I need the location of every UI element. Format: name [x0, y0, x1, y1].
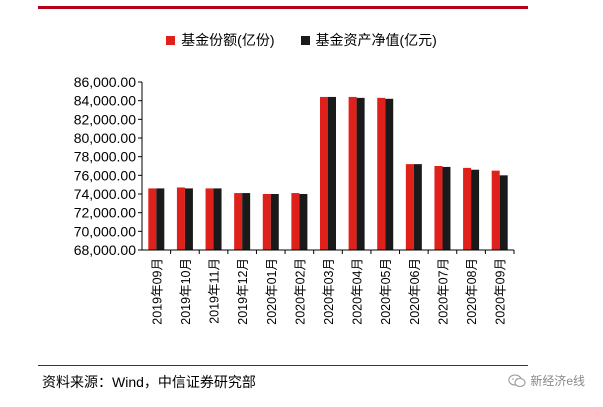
chart-legend: 基金份额(亿份) 基金资产净值(亿元): [0, 30, 603, 50]
bar-shares: [405, 164, 414, 250]
x-tick-label: 2020年04月: [351, 258, 365, 325]
x-tick-label: 2019年11月: [208, 258, 222, 324]
bar-nav: [156, 188, 165, 250]
bar-shares: [291, 193, 300, 250]
legend-swatch-shares: [166, 35, 176, 45]
x-tick-label: 2020年02月: [293, 258, 307, 325]
x-tick-label: 2019年12月: [236, 258, 250, 325]
y-tick-label: 76,000.00: [74, 167, 136, 183]
legend-entry-shares: 基金份额(亿份): [166, 30, 275, 50]
x-tick-label: 2020年08月: [465, 258, 479, 325]
y-tick-label: 78,000.00: [74, 149, 136, 165]
bottom-rule: [38, 365, 528, 366]
bar-nav: [413, 164, 422, 250]
y-axis: 68,000.00 70,000.00 72,000.00 74,000.00 76,0…: [74, 74, 143, 258]
y-tick-label: 80,000.00: [74, 130, 136, 146]
x-axis: 2019年09月 2019年10月 2019年11月 2019年12月 2020年01月…: [142, 249, 515, 325]
bar-shares: [176, 187, 185, 250]
bar-nav: [356, 97, 365, 250]
bar-shares: [262, 194, 271, 250]
bar-shares: [463, 167, 472, 250]
bar-nav: [328, 96, 336, 250]
legend-label-nav: 基金资产净值(亿元): [315, 32, 437, 48]
legend-label-shares: 基金份额(亿份): [181, 32, 275, 48]
y-tick-label: 82,000.00: [74, 111, 136, 127]
bar-shares: [377, 97, 386, 250]
source-note: 资料来源：Wind，中信证券研究部: [42, 374, 256, 390]
bar-nav: [471, 169, 480, 250]
legend-swatch-nav: [300, 35, 310, 45]
bar-shares: [320, 96, 328, 250]
wechat-icon: [508, 373, 526, 387]
y-tick-label: 84,000.00: [74, 93, 136, 109]
x-tick-label: 2020年07月: [436, 258, 450, 325]
bar-nav: [499, 175, 508, 250]
x-tick-label: 2019年09月: [150, 258, 164, 325]
x-tick-label: 2020年09月: [494, 258, 508, 325]
bar-nav: [184, 188, 193, 250]
y-tick-label: 72,000.00: [74, 205, 136, 221]
x-tick-label: 2020年03月: [322, 258, 336, 325]
x-tick-label: 2020年01月: [265, 258, 279, 325]
bars: [148, 96, 508, 250]
y-tick-label: 86,000.00: [74, 74, 136, 90]
bar-nav: [299, 194, 308, 250]
bar-shares: [205, 188, 214, 250]
bar-shares: [348, 96, 357, 250]
x-tick-label: 2019年10月: [179, 258, 193, 325]
watermark-text: 新经济e线: [530, 374, 585, 388]
bar-nav: [442, 166, 451, 250]
y-tick-label: 68,000.00: [74, 242, 136, 258]
bar-nav: [242, 193, 251, 250]
watermark: 新经济e线: [508, 372, 585, 389]
top-rule: [38, 6, 528, 9]
bar-shares: [491, 170, 500, 250]
y-tick-label: 74,000.00: [74, 186, 136, 202]
bar-nav: [385, 98, 394, 250]
bar-shares: [148, 188, 157, 250]
bar-shares: [434, 166, 443, 250]
y-tick-label: 70,000.00: [74, 223, 136, 239]
bar-nav: [213, 188, 222, 250]
x-tick-label: 2020年06月: [408, 258, 422, 325]
bar-shares: [234, 193, 243, 250]
bar-nav: [270, 194, 279, 250]
x-tick-label: 2020年05月: [379, 258, 393, 325]
legend-entry-nav: 基金资产净值(亿元): [300, 30, 437, 50]
